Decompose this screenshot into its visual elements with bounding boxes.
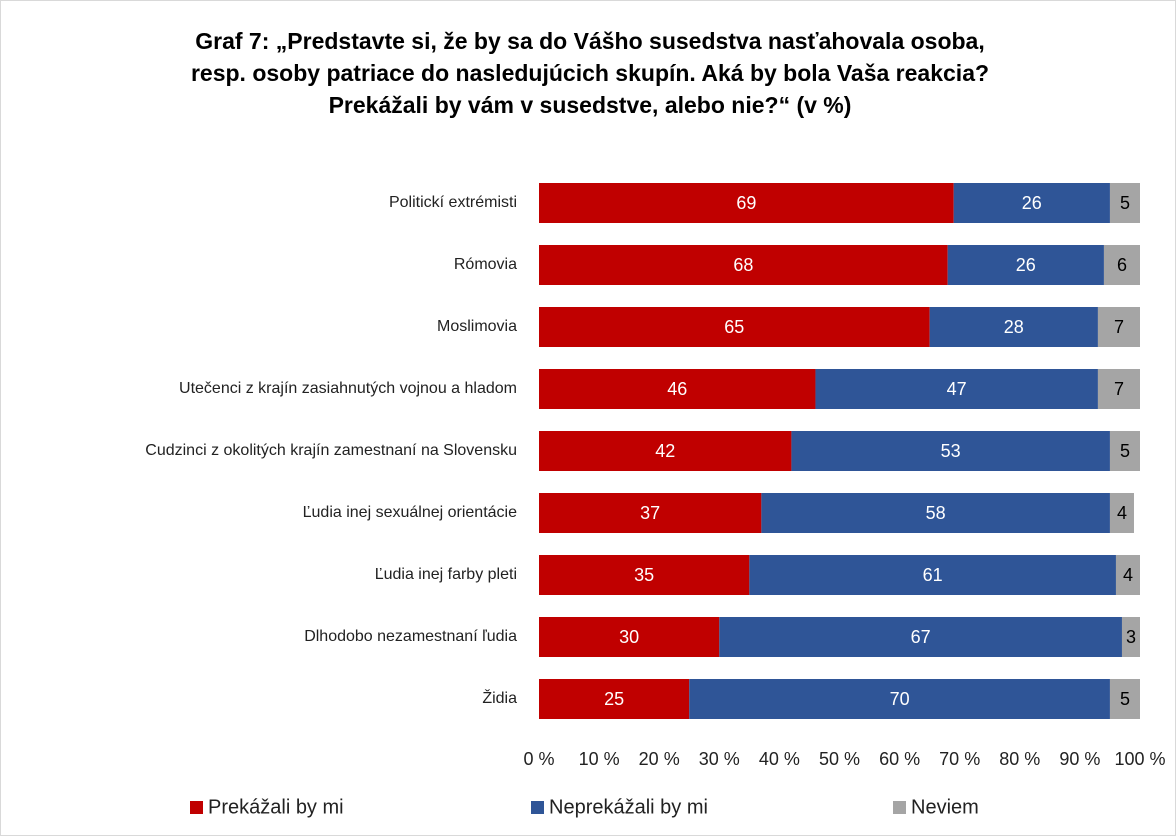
bar-segment [539,679,690,719]
data-label: 70 [890,689,910,709]
y-tick-label: Rómovia [454,256,517,273]
data-label: 28 [1004,317,1024,337]
bar-segment [539,555,750,595]
data-label: 4 [1123,565,1133,585]
data-label: 35 [634,565,654,585]
bar-segment [539,183,954,223]
x-tick-label: 60 % [879,749,920,769]
x-tick-label: 20 % [639,749,680,769]
legend-swatch [190,801,203,814]
y-tick-label: Moslimovia [437,318,517,335]
bar-segment [1121,617,1140,657]
bar-segment [1115,555,1140,595]
bar-segment [1109,679,1140,719]
y-tick-label: Cudzinci z okolitých krajín zamestnaní n… [145,442,517,459]
bar-segment [1109,431,1140,471]
x-tick-label: 100 % [1114,749,1165,769]
legend-swatch [893,801,906,814]
bar-segment [749,555,1116,595]
data-label: 65 [724,317,744,337]
data-label: 68 [733,255,753,275]
bar-segment [719,617,1122,657]
legend-label: Neviem [911,796,979,818]
x-tick-label: 40 % [759,749,800,769]
data-label: 37 [640,503,660,523]
data-label: 5 [1120,689,1130,709]
chart-title: Prekážali by vám v susedstve, alebo nie?… [329,92,852,118]
bar-segment [539,369,816,409]
data-label: 25 [604,689,624,709]
data-label: 26 [1016,255,1036,275]
data-label: 3 [1126,627,1136,647]
data-label: 42 [655,441,675,461]
data-label: 46 [667,379,687,399]
data-label: 61 [923,565,943,585]
bar-segment [1109,183,1140,223]
data-label: 4 [1117,503,1127,523]
bar-segment [1097,369,1140,409]
bar-segment [689,679,1110,719]
bar-segment [1103,245,1140,285]
data-label: 6 [1117,255,1127,275]
bar-segment [929,307,1098,347]
bar-segment [539,245,948,285]
bar-segment [1109,493,1134,533]
data-label: 30 [619,627,639,647]
data-label: 5 [1120,441,1130,461]
x-tick-label: 70 % [939,749,980,769]
bar-segment [947,245,1104,285]
data-label: 5 [1120,193,1130,213]
y-tick-label: Židia [482,688,517,707]
data-label: 47 [947,379,967,399]
data-label: 7 [1114,317,1124,337]
data-label: 26 [1022,193,1042,213]
bar-segment [953,183,1110,223]
bar-segment [539,617,720,657]
bar-segment [815,369,1098,409]
x-tick-label: 80 % [999,749,1040,769]
x-tick-label: 30 % [699,749,740,769]
bar-segment [539,307,930,347]
data-label: 67 [911,627,931,647]
y-tick-label: Ľudia inej sexuálnej orientácie [303,504,517,521]
y-tick-label: Politickí extrémisti [389,194,517,211]
x-tick-label: 10 % [579,749,620,769]
data-label: 58 [926,503,946,523]
bar-segment [539,493,762,533]
legend-label: Neprekážali by mi [549,796,708,818]
data-label: 69 [736,193,756,213]
legend-swatch [531,801,544,814]
data-label: 53 [941,441,961,461]
bar-segment [1097,307,1140,347]
x-tick-label: 0 % [523,749,554,769]
chart-title: resp. osoby patriace do nasledujúcich sk… [191,60,989,86]
legend-label: Prekážali by mi [208,796,344,818]
data-label: 7 [1114,379,1124,399]
bar-segment [761,493,1110,533]
y-tick-label: Ľudia inej farby pleti [375,566,517,583]
bar-segment [791,431,1110,471]
bar-segment [539,431,792,471]
x-tick-label: 90 % [1059,749,1100,769]
chart-title: Graf 7: „Predstavte si, že by sa do Vášh… [195,28,985,54]
x-tick-label: 50 % [819,749,860,769]
y-tick-label: Utečenci z krajín zasiahnutých vojnou a … [179,380,517,397]
y-tick-label: Dlhodobo nezamestnaní ľudia [304,628,517,645]
